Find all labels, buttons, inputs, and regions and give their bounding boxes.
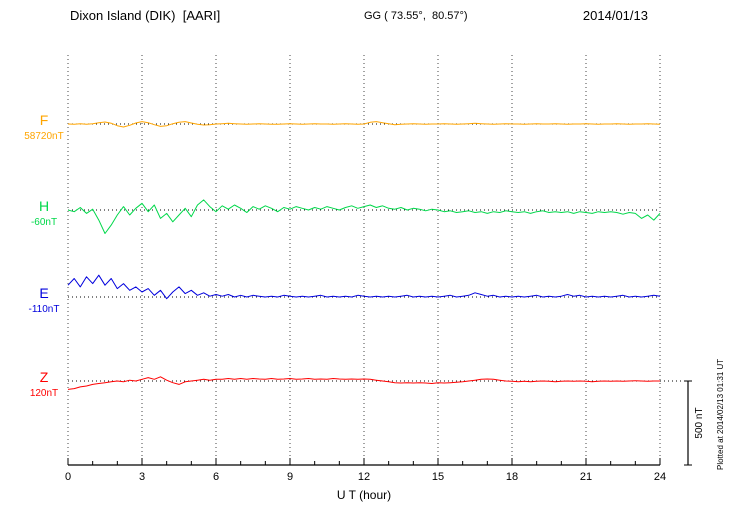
- series-baseline-label-Z: 120nT: [30, 388, 58, 399]
- x-tick-label: 9: [287, 471, 293, 483]
- x-tick-label: 24: [654, 471, 666, 483]
- trace-Z: [67, 376, 660, 390]
- station-title: Dixon Island (DIK) [AARI]: [70, 8, 221, 23]
- plotted-at-note: Plotted at 2014/02/13 01:31 UT: [716, 358, 725, 470]
- x-axis-label: U T (hour): [336, 488, 392, 502]
- geo-coordinates: GG ( 73.55°, 80.57°): [364, 10, 468, 22]
- series-letter-E: E: [39, 285, 48, 301]
- trace-F: [67, 121, 661, 128]
- series-letter-Z: Z: [40, 369, 49, 385]
- series-letter-F: F: [40, 112, 49, 128]
- series-baseline-label-H: -60nT: [31, 217, 57, 228]
- x-tick-label: 0: [65, 471, 71, 483]
- scale-bar-label: 500 nT: [694, 407, 705, 438]
- x-tick-label: 15: [432, 471, 444, 483]
- series-letter-H: H: [39, 198, 49, 214]
- series-baseline-label-E: -110nT: [29, 304, 60, 315]
- x-tick-label: 12: [358, 471, 370, 483]
- plot-date: 2014/01/13: [582, 8, 648, 23]
- trace-E: [67, 274, 661, 300]
- series-baseline-label-F: 58720nT: [24, 131, 63, 142]
- x-tick-label: 21: [580, 471, 592, 483]
- trace-H: [67, 199, 661, 234]
- x-tick-label: 6: [213, 471, 219, 483]
- x-tick-label: 18: [506, 471, 518, 483]
- x-tick-label: 3: [139, 471, 145, 483]
